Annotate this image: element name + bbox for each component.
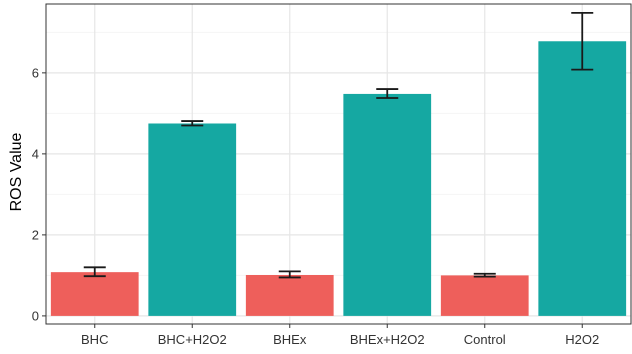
error-bar (278, 270, 301, 279)
y-tick-label: 2 (32, 227, 39, 242)
x-tick-label: BHEx (273, 332, 307, 347)
bars-layer (50, 41, 627, 316)
bar-bhex-h2o2 (343, 93, 432, 316)
x-axis: BHC BHC+H2O2 BHEx BHEx+H2O2 Control H2O2 (81, 324, 599, 347)
bar-control (440, 275, 529, 316)
y-tick-label: 0 (32, 308, 39, 323)
bar-bhc (50, 272, 139, 316)
bar-h2o2 (538, 41, 627, 316)
y-tick-label: 4 (32, 146, 39, 161)
error-bar (83, 266, 106, 278)
y-axis-title: ROS Value (8, 132, 25, 211)
x-tick-label: Control (464, 332, 506, 347)
error-bar (473, 272, 496, 278)
y-axis: 0 2 4 6 (32, 65, 46, 323)
bar-bhex (245, 274, 334, 316)
x-tick-label: BHC+H2O2 (158, 332, 227, 347)
error-bars-layer (83, 12, 594, 279)
x-tick-label: BHC (81, 332, 108, 347)
y-tick-label: 6 (32, 65, 39, 80)
x-tick-label: BHEx+H2O2 (350, 332, 425, 347)
error-bar (181, 120, 204, 127)
x-tick-label: H2O2 (565, 332, 599, 347)
bar-bhc-h2o2 (148, 123, 237, 316)
panel-border (45, 3, 632, 325)
error-bar (571, 12, 594, 71)
error-bar (376, 88, 399, 99)
